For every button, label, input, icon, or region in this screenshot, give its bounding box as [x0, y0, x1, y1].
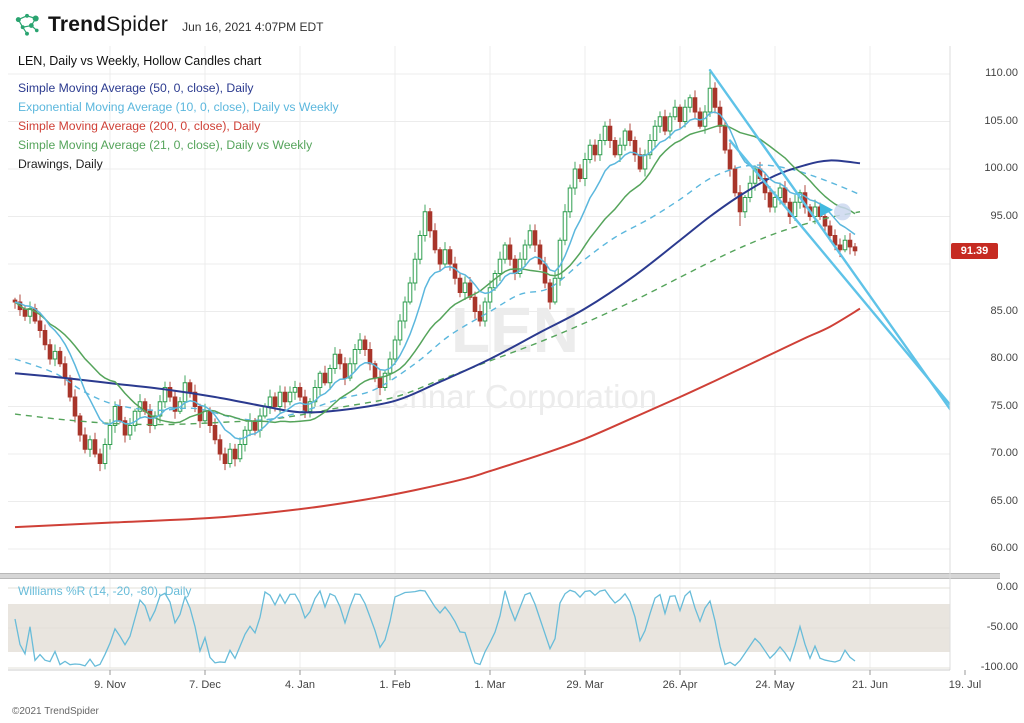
legend-item[interactable]: Simple Moving Average (200, 0, close), D…: [18, 119, 261, 133]
ema10-weekly-line[interactable]: [14, 164, 861, 421]
time-axis-label: 19. Jul: [948, 679, 982, 691]
time-axis-label: 29. Mar: [566, 679, 604, 691]
time-axis-label: 4. Jan: [285, 679, 315, 691]
price-axis-label: 65.00: [990, 494, 1018, 507]
time-axis-label: 21. Jun: [851, 679, 889, 691]
brand-bold: Trend: [48, 13, 107, 36]
williams-r-layer[interactable]: [14, 589, 856, 668]
price-axis-label: 95.00: [990, 209, 1018, 222]
price-chart-layer[interactable]: [12, 71, 861, 529]
indicator-label[interactable]: Williams %R (14, -20, -80), Daily: [18, 584, 192, 598]
price-axis[interactable]: 110.00 105.00 100.00 95.00 85.00 80.00 75.00 70…: [952, 0, 1024, 676]
time-axis-label: 24. May: [755, 679, 795, 691]
gridlines: [8, 46, 950, 669]
watermark-symbol: LEN: [451, 294, 579, 366]
williams-r-line[interactable]: [14, 589, 856, 668]
time-axis-label: 1. Mar: [474, 679, 506, 691]
brand-light: Spider: [106, 13, 169, 36]
time-axis-label: 9. Nov: [94, 679, 126, 691]
ema10-line[interactable]: [14, 111, 856, 440]
time-axis-label: 26. Apr: [662, 679, 698, 691]
legend-item[interactable]: Drawings, Daily: [18, 157, 103, 171]
brand-wordmark: TrendSpider: [48, 13, 168, 37]
price-axis-label: 105.00: [984, 114, 1018, 127]
price-axis-label: 60.00: [990, 542, 1018, 554]
sma50-line[interactable]: [14, 159, 861, 414]
sma200-line[interactable]: [14, 307, 861, 529]
price-axis-label: 100.00: [984, 162, 1018, 174]
trendline[interactable]: [728, 139, 965, 423]
legend-item[interactable]: Simple Moving Average (50, 0, close), Da…: [18, 81, 254, 95]
time-axis-label: 7. Dec: [189, 679, 221, 691]
arrow-marker-icon[interactable]: [820, 202, 833, 217]
price-axis-label: 80.00: [990, 352, 1018, 364]
legend-item[interactable]: Simple Moving Average (21, 0, close), Da…: [18, 138, 313, 152]
trendspider-logo-icon: [15, 13, 39, 36]
time-axis[interactable]: 9. Nov 7. Dec 4. Jan 1. Feb 1. Mar 29. Mar 26.…: [0, 679, 1024, 695]
sma21-weekly-line[interactable]: [14, 211, 861, 426]
legend-item[interactable]: Exponential Moving Average (10, 0, close…: [18, 100, 339, 114]
watermark-company: Lennar Corporation: [373, 378, 657, 415]
time-axis-label: 1. Feb: [379, 679, 411, 691]
axis-chrome: [0, 46, 1000, 675]
price-axis-label: 75.00: [990, 399, 1018, 412]
chart-title[interactable]: LEN, Daily vs Weekly, Hollow Candles cha…: [18, 54, 262, 68]
chart-timestamp: Jun 16, 2021 4:07PM EDT: [182, 19, 324, 34]
price-axis-label: 110.00: [985, 67, 1018, 79]
copyright: ©2021 TrendSpider: [12, 706, 99, 717]
price-axis-label: 85.00: [990, 304, 1018, 317]
price-axis-label: 70.00: [990, 447, 1018, 459]
drawings-layer[interactable]: [708, 68, 965, 430]
indicator-axis-label: 0.00: [996, 581, 1018, 593]
app-header: TrendSpider Jun 16, 2021 4:07PM EDT: [14, 12, 324, 38]
chart-legend: LEN, Daily vs Weekly, Hollow Candles cha…: [18, 54, 339, 174]
marker-halo[interactable]: [834, 203, 851, 221]
indicator-axis-label: -100.00: [980, 661, 1018, 673]
indicator-axis-label: -50.00: [986, 621, 1018, 633]
last-price-badge: 91.39: [951, 242, 998, 259]
